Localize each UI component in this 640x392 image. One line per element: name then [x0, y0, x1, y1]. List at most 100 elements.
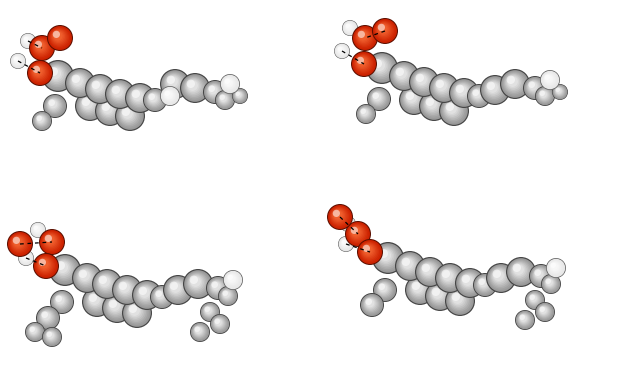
Circle shape [184, 77, 204, 97]
Circle shape [220, 288, 236, 304]
Circle shape [53, 293, 69, 309]
Circle shape [433, 77, 453, 97]
Circle shape [125, 301, 147, 323]
Circle shape [67, 69, 93, 96]
Circle shape [30, 36, 54, 60]
Circle shape [444, 101, 461, 118]
Circle shape [49, 27, 70, 48]
Circle shape [340, 238, 351, 250]
Circle shape [510, 261, 530, 281]
Circle shape [513, 265, 524, 275]
Circle shape [190, 322, 210, 342]
Circle shape [148, 93, 155, 100]
Circle shape [52, 30, 65, 43]
Circle shape [410, 280, 428, 298]
Circle shape [129, 305, 137, 313]
Circle shape [117, 103, 142, 128]
Circle shape [40, 230, 64, 254]
Circle shape [37, 307, 59, 329]
Circle shape [42, 60, 74, 92]
Circle shape [358, 105, 374, 122]
Circle shape [132, 280, 162, 310]
Circle shape [40, 230, 64, 254]
Circle shape [378, 283, 388, 294]
Circle shape [360, 109, 366, 114]
Circle shape [164, 276, 191, 303]
Circle shape [540, 91, 547, 98]
Circle shape [48, 99, 55, 106]
Circle shape [469, 86, 488, 105]
Circle shape [34, 40, 47, 53]
Circle shape [394, 66, 412, 83]
Circle shape [140, 287, 150, 298]
Circle shape [56, 261, 70, 275]
Circle shape [222, 76, 237, 91]
Circle shape [445, 102, 460, 117]
Circle shape [66, 69, 94, 97]
Circle shape [164, 276, 192, 304]
Circle shape [33, 225, 42, 234]
Circle shape [335, 44, 348, 57]
Circle shape [396, 252, 424, 280]
Circle shape [362, 295, 381, 315]
Circle shape [443, 100, 463, 120]
Circle shape [518, 313, 531, 326]
Circle shape [12, 55, 23, 66]
Circle shape [115, 278, 139, 302]
Circle shape [360, 293, 384, 317]
Circle shape [227, 273, 238, 285]
Circle shape [378, 283, 385, 290]
Circle shape [540, 307, 545, 312]
Circle shape [34, 113, 49, 128]
Circle shape [417, 74, 427, 85]
Circle shape [378, 283, 390, 295]
Circle shape [430, 74, 458, 102]
Circle shape [27, 60, 53, 86]
Circle shape [408, 278, 431, 300]
Circle shape [100, 102, 116, 117]
Circle shape [342, 240, 348, 246]
Circle shape [373, 59, 382, 68]
Circle shape [167, 279, 187, 299]
Circle shape [165, 74, 182, 91]
Circle shape [470, 87, 488, 104]
Circle shape [38, 258, 51, 271]
Circle shape [481, 76, 509, 104]
Circle shape [22, 254, 28, 260]
Circle shape [144, 89, 166, 111]
Circle shape [368, 88, 390, 110]
Circle shape [402, 88, 424, 111]
Circle shape [47, 25, 73, 51]
Circle shape [535, 270, 543, 278]
Circle shape [374, 20, 396, 42]
Circle shape [204, 305, 215, 317]
Circle shape [47, 98, 60, 111]
Circle shape [108, 82, 132, 106]
Circle shape [204, 81, 226, 103]
Circle shape [13, 237, 24, 248]
Circle shape [22, 254, 26, 258]
Circle shape [37, 307, 59, 329]
Circle shape [476, 276, 493, 293]
Circle shape [81, 98, 94, 111]
Circle shape [109, 299, 117, 308]
Circle shape [452, 293, 463, 304]
Circle shape [47, 65, 66, 84]
Circle shape [532, 267, 549, 284]
Circle shape [202, 304, 217, 319]
Circle shape [211, 281, 221, 292]
Circle shape [200, 302, 220, 322]
Circle shape [330, 207, 348, 225]
Circle shape [474, 274, 496, 296]
Circle shape [111, 85, 124, 98]
Circle shape [22, 35, 33, 47]
Circle shape [206, 83, 222, 99]
Circle shape [526, 79, 542, 95]
Circle shape [102, 103, 115, 115]
Circle shape [166, 75, 181, 90]
Circle shape [100, 101, 117, 118]
Circle shape [39, 309, 55, 325]
Circle shape [374, 245, 401, 271]
Circle shape [538, 89, 550, 101]
Circle shape [436, 80, 449, 93]
